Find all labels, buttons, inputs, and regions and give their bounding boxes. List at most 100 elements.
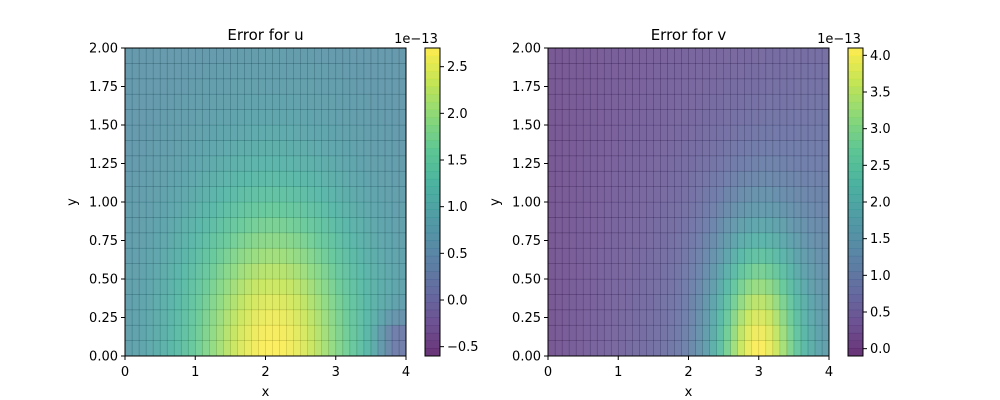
heat-cell xyxy=(279,186,287,203)
heat-cell xyxy=(576,232,584,249)
heat-cell xyxy=(688,325,696,341)
heat-cell xyxy=(272,309,280,326)
colorbar-band xyxy=(848,140,863,149)
heat-cell xyxy=(139,186,147,203)
heat-cell xyxy=(356,294,365,311)
heat-cell xyxy=(349,171,358,187)
heat-cell xyxy=(356,109,365,126)
heat-cell xyxy=(751,171,760,187)
heat-cell xyxy=(786,63,795,80)
heat-cell xyxy=(646,309,654,326)
heat-cell xyxy=(667,340,675,357)
heat-cell xyxy=(674,140,682,157)
heat-cell xyxy=(237,155,245,172)
heat-cell xyxy=(237,63,245,80)
colorbar-band xyxy=(425,202,440,210)
heat-cell xyxy=(618,217,626,234)
heat-cell xyxy=(293,155,301,172)
heat-cell xyxy=(597,340,605,357)
heat-cell xyxy=(807,171,816,187)
heat-cell xyxy=(258,78,266,95)
heat-cell xyxy=(758,263,767,280)
heat-cell xyxy=(132,248,140,264)
heat-cell xyxy=(730,279,738,295)
heat-cell xyxy=(611,325,619,341)
heat-cell xyxy=(286,186,294,203)
heat-cell xyxy=(779,125,788,141)
heat-cell xyxy=(167,232,175,249)
heat-cell xyxy=(244,94,252,110)
heat-cell xyxy=(314,140,323,157)
heat-cell xyxy=(674,125,682,141)
heat-cell xyxy=(377,340,386,357)
heat-cell xyxy=(786,125,795,141)
heat-cell xyxy=(209,248,217,264)
heat-cell xyxy=(597,294,605,311)
heat-cell xyxy=(300,340,308,357)
heat-cell xyxy=(604,202,612,218)
heat-cell xyxy=(258,63,266,80)
heat-cell xyxy=(384,155,393,172)
heat-cell xyxy=(391,309,400,326)
heat-cell xyxy=(237,171,245,187)
heat-cell xyxy=(377,171,386,187)
heat-cell xyxy=(174,309,182,326)
colorbar-tick-label: 0.0 xyxy=(447,294,468,309)
heat-cell xyxy=(342,171,351,187)
heat-cell xyxy=(370,294,379,311)
heat-cell xyxy=(293,171,301,187)
heat-cell xyxy=(279,279,287,295)
heat-cell xyxy=(272,63,280,80)
heat-cell xyxy=(646,94,654,110)
heat-cell xyxy=(702,78,710,95)
heat-cell xyxy=(125,78,133,95)
heat-cell xyxy=(660,109,668,126)
heat-cell xyxy=(569,248,577,264)
heat-cell xyxy=(765,94,774,110)
heat-cell xyxy=(569,232,577,249)
heat-cell xyxy=(576,202,584,218)
heat-cell xyxy=(674,63,682,80)
heat-cell xyxy=(370,248,379,264)
colorbar-band xyxy=(848,332,863,341)
heat-cell xyxy=(779,48,788,64)
heat-cell xyxy=(195,140,203,157)
heat-cell xyxy=(174,325,182,341)
heat-cell xyxy=(618,63,626,80)
heat-cell xyxy=(279,340,287,357)
heat-cell xyxy=(555,171,563,187)
y-tick-label: 0.25 xyxy=(512,311,541,326)
heat-cell xyxy=(279,294,287,311)
heat-cell xyxy=(807,263,816,280)
heat-cell xyxy=(125,232,133,249)
heat-cell xyxy=(779,78,788,95)
heat-cell xyxy=(286,217,294,234)
heat-cell xyxy=(167,263,175,280)
colorbar-band xyxy=(425,132,440,141)
heat-cell xyxy=(195,202,203,218)
heat-cell xyxy=(286,294,294,311)
heat-cell xyxy=(307,48,315,64)
heat-cell xyxy=(646,155,654,172)
heat-cell xyxy=(821,78,830,95)
heat-cell xyxy=(597,48,605,64)
colorbar-tick-label: 1.5 xyxy=(870,232,891,247)
heat-cell xyxy=(181,279,189,295)
heat-cell xyxy=(625,78,633,95)
heat-cell xyxy=(328,294,337,311)
heat-cell xyxy=(618,140,626,157)
heat-cell xyxy=(181,140,189,157)
panel-u-y-label: y xyxy=(65,198,80,206)
heat-cell xyxy=(548,63,556,80)
heat-cell xyxy=(548,232,556,249)
heat-cell xyxy=(132,78,140,95)
heat-cell xyxy=(765,202,774,218)
heat-cell xyxy=(548,279,556,295)
heat-cell xyxy=(391,94,400,110)
heat-cell xyxy=(583,232,591,249)
colorbar-band xyxy=(425,63,440,72)
heat-cell xyxy=(321,155,330,172)
heat-cell xyxy=(597,202,605,218)
heat-cell xyxy=(765,171,774,187)
